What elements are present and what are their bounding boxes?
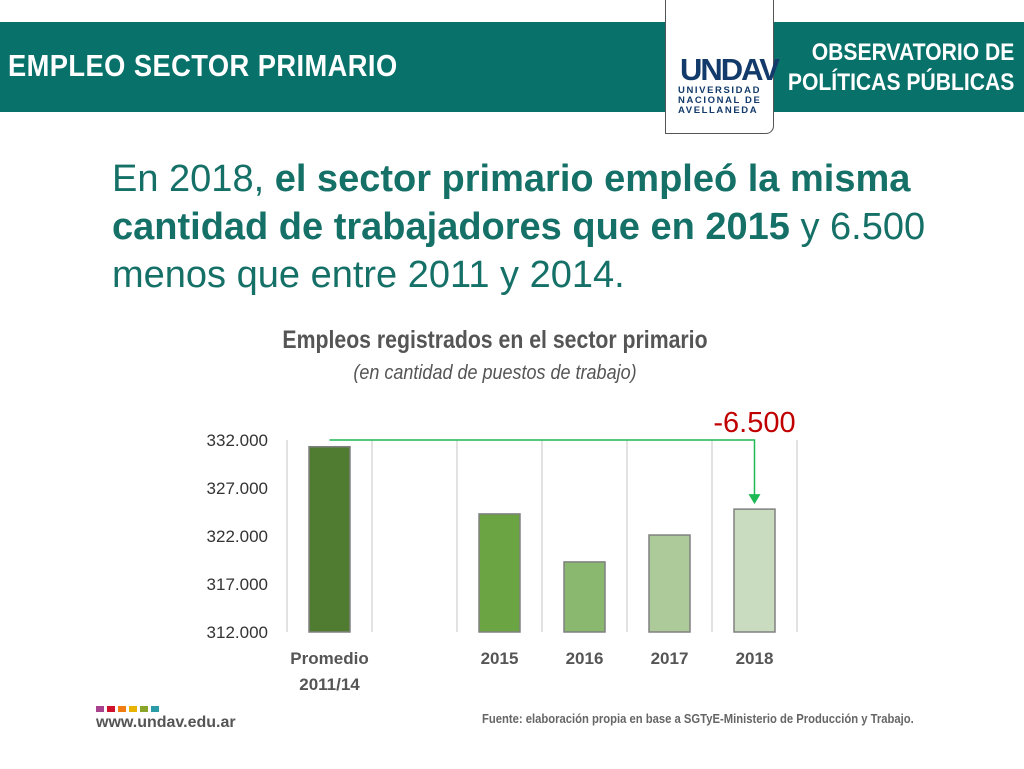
difference-annotation: -6.500 (713, 407, 795, 439)
color-dot (140, 706, 148, 712)
y-tick-label: 332.000 (207, 431, 268, 450)
x-tick-label: 2015 (481, 649, 519, 668)
headline-text: y 6.500 menos que entre 2011 y 2014. (112, 206, 926, 296)
headline: En 2018, el sector primario empleó la mi… (112, 155, 932, 299)
logo-name: UNIVERSIDAD NACIONAL DE AVELLANEDA (678, 86, 761, 116)
chart-subtitle: (en cantidad de puestos de trabajo) (353, 362, 637, 384)
bar (733, 508, 776, 633)
undav-logo: UNDAV UNIVERSIDAD NACIONAL DE AVELLANEDA (665, 0, 780, 134)
bar (308, 445, 351, 633)
y-tick-label: 312.000 (207, 623, 268, 642)
x-tick-label: 2018 (736, 649, 774, 668)
logo-line: AVELLANEDA (678, 105, 759, 116)
color-dots (96, 706, 159, 712)
observatorio-line: OBSERVATORIO DE (811, 39, 1014, 66)
color-dot (96, 706, 104, 712)
logo-line: NACIONAL DE (678, 95, 762, 106)
headline-bold: el sector primario empleó la misma canti… (112, 158, 911, 248)
color-dot (151, 706, 159, 712)
headline-text: En 2018, (112, 158, 275, 200)
page-title: EMPLEO SECTOR PRIMARIO (8, 48, 398, 83)
color-dot (129, 706, 137, 712)
website-link[interactable]: www.undav.edu.ar (96, 714, 236, 731)
chart-title: Empleos registrados en el sector primari… (282, 326, 708, 354)
color-dot (118, 706, 126, 712)
logo-mark: UNDAV (680, 52, 780, 87)
x-tick-label: 2016 (566, 649, 604, 668)
y-tick-label: 327.000 (207, 479, 268, 498)
x-tick-label: 2011/14 (299, 675, 360, 694)
observatorio-line: POLÍTICAS PÚBLICAS (787, 69, 1014, 96)
header-band (0, 22, 1024, 112)
x-tick-label: Promedio (290, 649, 368, 668)
bar (478, 513, 521, 633)
difference-arrow (329, 439, 756, 496)
logo-line: UNIVERSIDAD (678, 85, 762, 96)
color-dot (107, 706, 115, 712)
x-tick-label: 2017 (651, 649, 689, 668)
arrow-head-icon (748, 494, 761, 505)
source-note: Fuente: elaboración propia en base a SGT… (482, 712, 914, 726)
y-tick-label: 322.000 (207, 527, 268, 546)
bar (648, 534, 691, 633)
bar (563, 561, 606, 633)
observatorio-label: OBSERVATORIO DE POLÍTICAS PÚBLICAS (788, 38, 1014, 98)
y-tick-label: 317.000 (207, 575, 268, 594)
